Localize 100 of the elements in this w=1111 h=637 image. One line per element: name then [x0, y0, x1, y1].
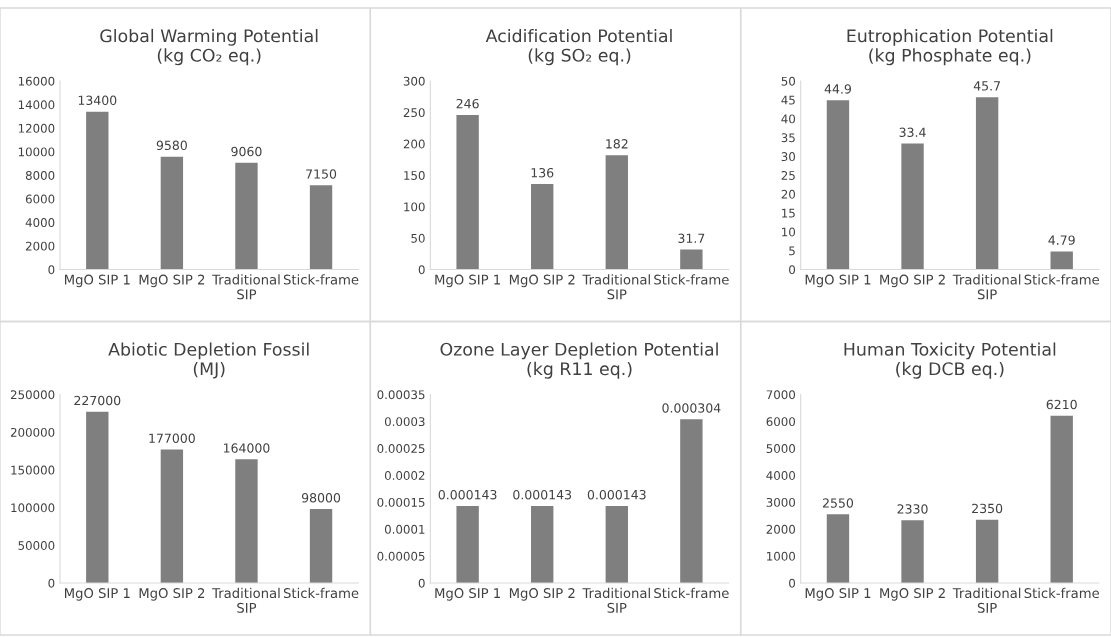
bar — [826, 514, 850, 583]
x-tick-label: MgO SIP 2 — [139, 588, 205, 601]
x-tick-label: Stick-frame — [283, 587, 359, 599]
bar — [309, 509, 333, 583]
y-tick-label: 10000 — [18, 147, 55, 157]
y-tick-label: 0.0001 — [384, 524, 425, 534]
x-tick-label: Stick-frame — [654, 587, 729, 599]
y-tick-label: 10 — [782, 227, 796, 237]
y-tick-label: 0 — [48, 578, 55, 588]
y-tick-label: 3000 — [766, 497, 796, 507]
y-tick-label: 12000 — [18, 123, 55, 133]
bar — [86, 411, 109, 583]
y-tick-label: 5 — [789, 246, 795, 256]
x-tick-label: Traditional SIP — [212, 274, 280, 300]
x-tick-label: MgO SIP 1 — [435, 274, 500, 288]
bar — [975, 97, 999, 270]
y-tick-label: 0.00005 — [377, 551, 425, 561]
y-tick-label: 0 — [48, 265, 55, 275]
y-tick-label: 150 — [404, 170, 425, 180]
y-tick-label: 0.0003 — [384, 417, 425, 427]
x-tick-label: Traditional SIP — [952, 587, 1021, 613]
data-label: 0.000304 — [662, 403, 721, 413]
bar — [531, 184, 554, 270]
x-tick-label: Traditional SIP — [212, 587, 280, 613]
data-label: 177000 — [149, 433, 195, 443]
data-label: 4.79 — [1048, 235, 1075, 245]
x-tick-label: Traditional SIP — [952, 274, 1021, 300]
bar — [1050, 415, 1073, 583]
y-tick-label: 15 — [782, 208, 795, 218]
y-tick-label: 0.00035 — [377, 390, 425, 400]
y-tick-label: 200000 — [10, 427, 55, 437]
bar — [901, 520, 924, 583]
data-label: 2330 — [897, 504, 928, 514]
y-tick-label: 30 — [781, 152, 796, 162]
y-tick-label: 0.0002 — [384, 471, 425, 480]
x-tick-label: MgO SIP 2 — [139, 274, 205, 288]
data-label: 9580 — [156, 140, 187, 151]
y-tick-label: 50 — [781, 76, 796, 86]
data-label: 182 — [606, 139, 628, 149]
data-label: 136 — [531, 168, 554, 178]
y-tick-label: 16000 — [18, 76, 55, 86]
bar — [160, 449, 184, 583]
data-label: 246 — [456, 98, 479, 109]
data-label: 227000 — [74, 395, 121, 406]
chart-title: Eutrophication Potential (kg Phosphate eq.) — [847, 28, 1053, 66]
y-tick-label: 14000 — [18, 100, 55, 110]
y-tick-label: 250000 — [10, 390, 55, 400]
y-tick-label: 0 — [789, 265, 796, 275]
y-tick-label: 2000 — [766, 524, 796, 534]
y-tick-label: 6000 — [25, 194, 55, 204]
x-tick-label: MgO SIP 2 — [509, 274, 575, 288]
x-tick-label: MgO SIP 1 — [805, 588, 871, 601]
x-tick-label: MgO SIP 1 — [65, 588, 130, 601]
data-label: 164000 — [223, 443, 270, 453]
data-label: 31.7 — [678, 233, 705, 243]
data-label: 13400 — [78, 95, 117, 106]
data-label: 33.4 — [899, 127, 926, 137]
y-tick-label: 0 — [789, 578, 796, 588]
y-tick-label: 50000 — [18, 541, 55, 550]
x-tick-label: MgO SIP 1 — [435, 588, 500, 601]
y-tick-label: 50 — [411, 233, 425, 243]
data-label: 2350 — [972, 503, 1003, 514]
bar — [235, 459, 258, 583]
data-label: 0.000143 — [513, 489, 572, 500]
y-tick-label: 7000 — [766, 390, 796, 400]
chart-title: Acidification Potential (kg SO₂ eq.) — [485, 28, 672, 66]
y-tick-label: 45 — [781, 95, 795, 105]
data-label: 45.7 — [973, 81, 1000, 91]
y-tick-label: 40 — [781, 114, 796, 124]
y-tick-label: 300 — [403, 76, 425, 86]
y-tick-label: 0 — [418, 265, 425, 275]
bar — [826, 100, 850, 270]
x-tick-label: MgO SIP 2 — [509, 588, 575, 601]
bar — [605, 155, 628, 270]
y-tick-label: 5000 — [766, 444, 796, 454]
bar — [86, 111, 109, 270]
data-label: 6210 — [1046, 399, 1077, 410]
y-tick-label: 200 — [403, 139, 425, 149]
bar — [901, 143, 924, 270]
y-tick-label: 20 — [781, 189, 796, 199]
bar — [160, 156, 184, 270]
y-tick-label: 0.00015 — [377, 497, 425, 507]
y-tick-label: 35 — [781, 133, 795, 143]
bar — [1050, 251, 1073, 270]
data-label: 7150 — [306, 169, 337, 179]
y-tick-label: 250 — [403, 108, 425, 118]
y-tick-label: 4000 — [25, 218, 55, 228]
x-tick-label: MgO SIP 1 — [65, 274, 130, 288]
x-tick-label: Stick-frame — [1024, 274, 1100, 285]
y-tick-label: 6000 — [766, 417, 796, 427]
data-label: 0.000143 — [438, 489, 497, 500]
data-label: 0.000143 — [587, 489, 646, 500]
y-tick-label: 8000 — [25, 170, 55, 180]
x-tick-label: MgO SIP 1 — [805, 274, 871, 288]
data-label: 2550 — [822, 498, 854, 508]
y-tick-label: 1000 — [767, 551, 796, 561]
y-tick-label: 100000 — [11, 503, 55, 513]
y-tick-label: 150000 — [11, 465, 55, 475]
bar — [456, 114, 479, 270]
bar — [235, 162, 258, 270]
